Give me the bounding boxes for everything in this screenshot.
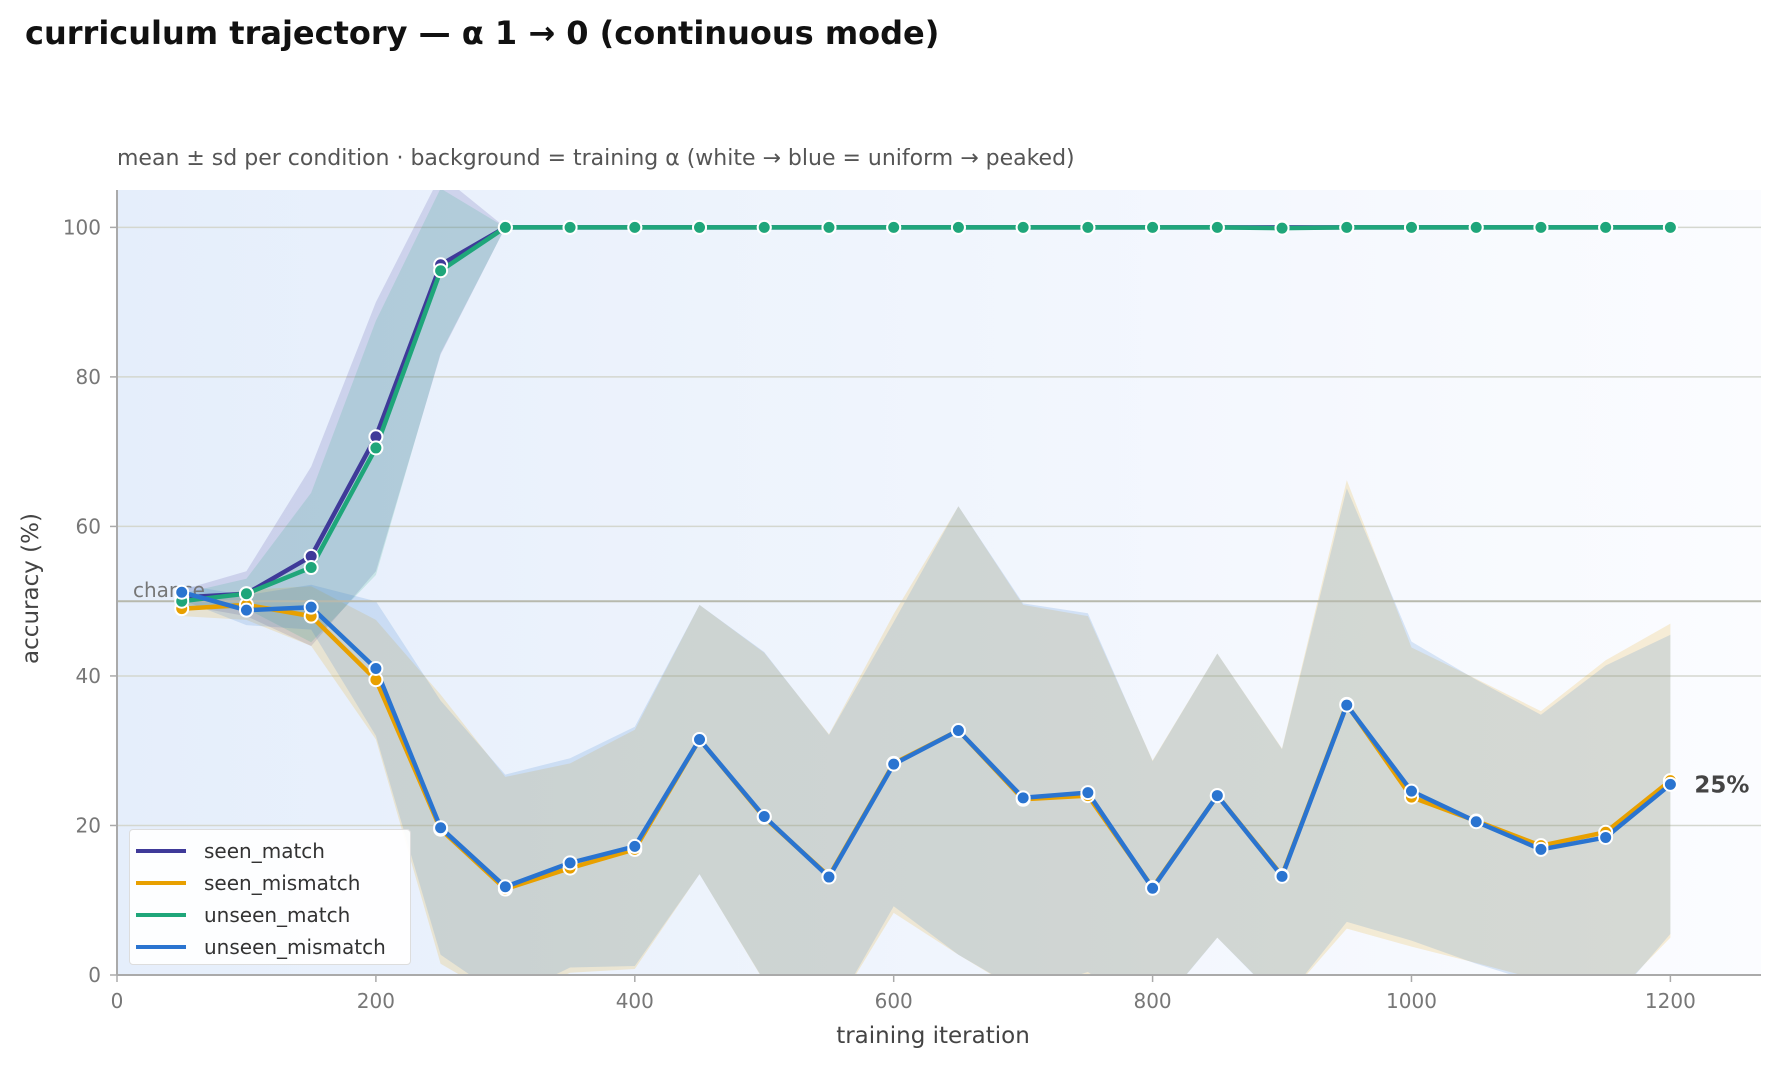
point-unseen_match-700 bbox=[1015, 219, 1031, 235]
point-unseen_match-1050 bbox=[1468, 219, 1484, 235]
point-unseen_match-100 bbox=[238, 586, 254, 602]
point-unseen_mismatch-550 bbox=[821, 869, 837, 885]
point-unseen_mismatch-100 bbox=[238, 602, 254, 618]
point-unseen_mismatch-150 bbox=[303, 599, 319, 615]
chart-title: curriculum trajectory — α 1 → 0 (continu… bbox=[25, 14, 940, 52]
axis-labels: 25% training iteration accuracy (%) bbox=[18, 513, 1749, 1049]
point-unseen_match-150 bbox=[303, 560, 319, 576]
legend-label: unseen_match bbox=[204, 903, 351, 927]
y-tick-label-20: 20 bbox=[76, 813, 101, 837]
sd-band-unseen_mismatch bbox=[181, 488, 1671, 975]
sd-band-unseen_match bbox=[181, 190, 1671, 643]
point-unseen_mismatch-1000 bbox=[1403, 783, 1419, 799]
tick-labels: 0 200 400 600 800 1000 1200 0 20 40 60 80 100 bbox=[63, 215, 1696, 1013]
point-unseen_match-1100 bbox=[1533, 219, 1549, 235]
point-unseen_match-750 bbox=[1080, 219, 1096, 235]
point-unseen_match-1000 bbox=[1403, 219, 1419, 235]
point-unseen_mismatch-950 bbox=[1339, 697, 1355, 713]
point-unseen_match-550 bbox=[821, 219, 837, 235]
legend-label: seen_mismatch bbox=[204, 871, 361, 895]
point-unseen_mismatch-1200 bbox=[1662, 776, 1678, 792]
point-unseen_match-1200 bbox=[1662, 219, 1678, 235]
point-unseen_mismatch-900 bbox=[1274, 868, 1290, 884]
point-unseen_mismatch-700 bbox=[1015, 790, 1031, 806]
point-unseen_mismatch-750 bbox=[1080, 785, 1096, 801]
legend-swatch bbox=[136, 945, 186, 949]
point-unseen_mismatch-200 bbox=[368, 660, 384, 676]
point-unseen_mismatch-600 bbox=[886, 756, 902, 772]
point-unseen_mismatch-1050 bbox=[1468, 814, 1484, 830]
point-unseen_match-500 bbox=[756, 219, 772, 235]
x-tick-label-1200: 1200 bbox=[1645, 989, 1696, 1013]
x-tick-label-600: 600 bbox=[875, 989, 913, 1013]
point-unseen_mismatch-1150 bbox=[1598, 829, 1614, 845]
axes bbox=[110, 190, 1761, 982]
legend-label: unseen_mismatch bbox=[204, 935, 386, 959]
point-unseen_match-850 bbox=[1209, 219, 1225, 235]
point-unseen_match-250 bbox=[433, 263, 449, 279]
legend-label: seen_match bbox=[204, 839, 325, 863]
point-unseen_match-300 bbox=[497, 219, 513, 235]
y-tick-label-80: 80 bbox=[76, 365, 101, 389]
end-value-annotation: 25% bbox=[1694, 772, 1749, 798]
sd-band-seen_mismatch bbox=[181, 480, 1671, 975]
x-axis-label: training iteration bbox=[836, 1023, 1030, 1049]
point-unseen_mismatch-450 bbox=[692, 732, 708, 747]
legend-item-seen_mismatch: seen_mismatch bbox=[130, 867, 410, 899]
y-tick-label-0: 0 bbox=[88, 963, 101, 987]
legend-item-unseen_match: unseen_match bbox=[130, 899, 410, 931]
point-unseen_mismatch-300 bbox=[497, 879, 513, 895]
x-tick-label-400: 400 bbox=[616, 989, 654, 1013]
series-line-unseen_match bbox=[179, 225, 1673, 604]
point-unseen_mismatch-850 bbox=[1209, 788, 1225, 804]
series-points bbox=[174, 219, 1678, 897]
legend-item-seen_match: seen_match bbox=[130, 835, 410, 867]
point-unseen_mismatch-800 bbox=[1145, 880, 1161, 896]
y-axis-label: accuracy (%) bbox=[18, 513, 44, 664]
legend-swatch bbox=[136, 849, 186, 853]
point-unseen_match-200 bbox=[368, 440, 384, 456]
series-line-unseen_mismatch bbox=[179, 589, 1673, 891]
y-tick-label-100: 100 bbox=[63, 215, 101, 239]
point-unseen_match-650 bbox=[950, 219, 966, 235]
point-unseen_match-900 bbox=[1274, 220, 1290, 236]
point-unseen_mismatch-650 bbox=[950, 723, 966, 739]
point-unseen_match-450 bbox=[692, 219, 708, 235]
point-unseen_mismatch-250 bbox=[433, 820, 449, 836]
legend-item-unseen_mismatch: unseen_mismatch bbox=[130, 931, 410, 963]
point-unseen_match-1150 bbox=[1598, 219, 1614, 235]
point-unseen_match-800 bbox=[1145, 219, 1161, 235]
y-tick-label-40: 40 bbox=[76, 664, 101, 688]
series-lines bbox=[179, 225, 1673, 892]
point-unseen_mismatch-350 bbox=[562, 855, 578, 871]
y-tick-label-60: 60 bbox=[76, 514, 101, 538]
point-unseen_match-350 bbox=[562, 219, 578, 235]
point-unseen_mismatch-400 bbox=[627, 838, 643, 854]
legend-swatch bbox=[136, 881, 186, 885]
x-tick-label-0: 0 bbox=[111, 989, 124, 1013]
point-unseen_match-950 bbox=[1339, 219, 1355, 235]
point-unseen_mismatch-50 bbox=[174, 584, 190, 600]
x-tick-label-800: 800 bbox=[1133, 989, 1171, 1013]
x-tick-label-200: 200 bbox=[357, 989, 395, 1013]
point-unseen_match-400 bbox=[627, 219, 643, 235]
point-unseen_mismatch-1100 bbox=[1533, 841, 1549, 857]
legend-swatch bbox=[136, 913, 186, 917]
chart-subtitle: mean ± sd per condition · background = t… bbox=[117, 146, 1075, 171]
x-tick-label-1000: 1000 bbox=[1386, 989, 1437, 1013]
point-unseen_match-600 bbox=[886, 219, 902, 235]
point-unseen_mismatch-500 bbox=[756, 809, 772, 825]
